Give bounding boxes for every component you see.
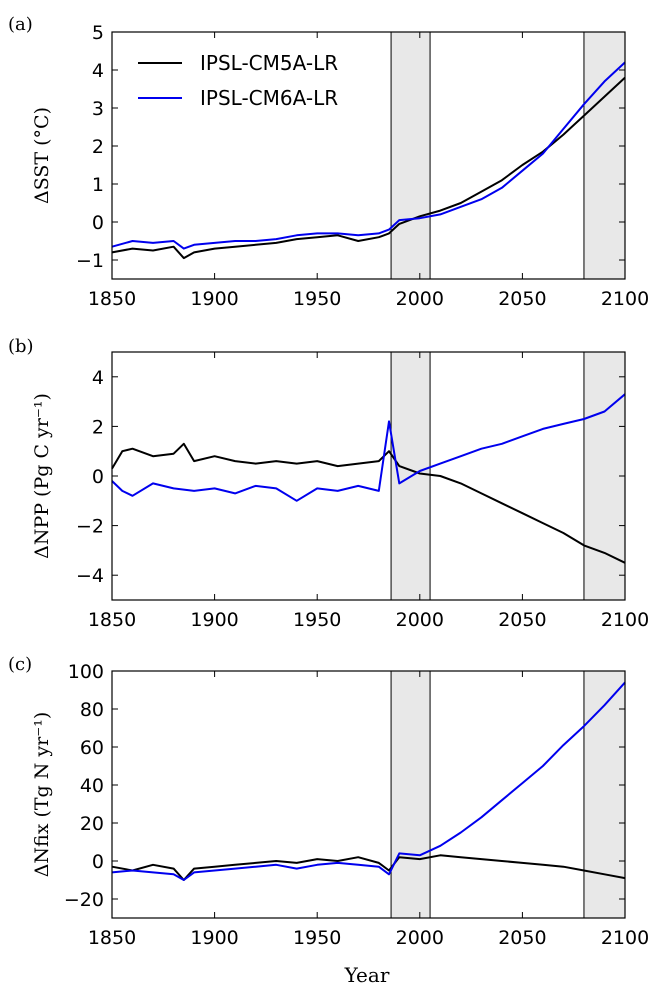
x-tick-label: 2050 [498,288,546,310]
x-tick-label: 1850 [88,609,136,631]
panel-nfix: 1850 1900 1950 2000 2050 2100 −20 0 20 40 60 80 100 (… [8,654,649,949]
x-tick-label: 2000 [396,609,444,631]
shaded-period-1 [391,671,431,918]
panel-label: (a) [8,14,33,35]
legend-label: IPSL-CM6A-LR [200,86,338,110]
x-tick-label: 2050 [498,609,546,631]
y-tick-label: 5 [92,22,104,44]
x-tick-label: 1950 [293,927,341,949]
y-tick-label: −4 [76,565,104,587]
x-tick-label: 1950 [293,609,341,631]
x-tick-label: 2000 [396,288,444,310]
y-tick-label: 100 [68,661,104,683]
x-tick-label: 2100 [601,288,649,310]
x-tick-label: 1900 [190,927,238,949]
axes-frame [111,351,626,601]
y-axis-label: ΔSST (°C) [31,107,53,204]
x-tick-label: 1850 [88,927,136,949]
panel-label: (b) [8,336,34,357]
y-tick-label: −20 [64,889,104,911]
shaded-period-1 [391,32,431,279]
shaded-period-2 [583,32,625,279]
y-tick-label: 60 [80,737,104,759]
y-tick-label: −1 [76,250,104,272]
y-tick-label: 3 [92,98,104,120]
x-tick-label: 1900 [190,609,238,631]
y-tick-label: 2 [92,416,104,438]
x-tick-label: 2000 [396,927,444,949]
y-axis-label: ΔNfix (Tg N yr⁻¹) [31,712,53,878]
legend-label: IPSL-CM5A-LR [200,51,338,75]
x-tick-label: 2100 [601,609,649,631]
x-tick-label: 1850 [88,288,136,310]
series-line-ipsl-cm5a-lr [111,854,626,881]
y-tick-label: 4 [92,367,104,389]
y-tick-label: 4 [92,60,104,82]
series-line-ipsl-cm5a-lr [111,442,626,564]
y-tick-label: 0 [92,851,104,873]
legend: IPSL-CM5A-LR IPSL-CM6A-LR [138,51,338,110]
series-line-ipsl-cm6a-lr [111,393,626,502]
y-tick-label: 1 [92,174,104,196]
y-tick-label: 20 [80,813,104,835]
y-tick-label: 80 [80,699,104,721]
panel-label: (c) [8,654,32,675]
y-tick-label: 2 [92,136,104,158]
axes-frame [111,31,626,280]
y-tick-label: 0 [92,212,104,234]
series-line-ipsl-cm6a-lr [111,61,626,250]
y-tick-label: 40 [80,775,104,797]
panel-npp: 1850 1900 1950 2000 2050 2100 −4 −2 0 2 4 (b) ΔNPP (… [8,336,649,631]
shaded-period-2 [583,671,625,918]
shaded-period-2 [583,352,625,600]
x-tick-label: 2100 [601,927,649,949]
panel-sst: 1850 1900 1950 2000 2050 2100 −1 0 1 2 3 4 5 (a) ΔSST … [8,14,649,310]
y-axis-label: ΔNPP (Pg C yr⁻¹) [31,393,53,559]
y-tick-label: 0 [92,466,104,488]
series-line-ipsl-cm5a-lr [111,76,626,260]
axes-frame [111,670,626,919]
series-line-ipsl-cm6a-lr [111,681,626,881]
x-axis-label: Year [344,963,390,987]
x-tick-label: 1950 [293,288,341,310]
y-tick-label: −2 [76,516,104,538]
x-tick-label: 1900 [190,288,238,310]
x-tick-label: 2050 [498,927,546,949]
